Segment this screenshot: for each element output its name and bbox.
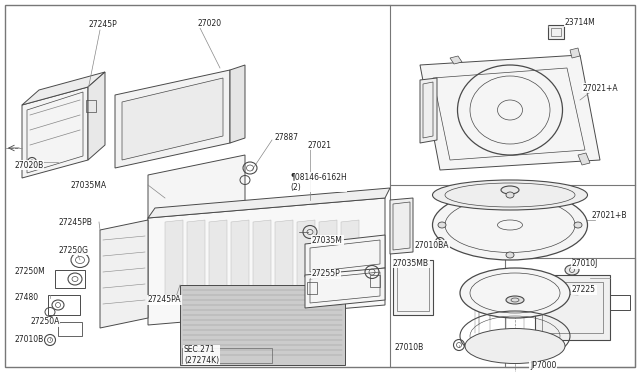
Polygon shape — [22, 87, 88, 178]
Ellipse shape — [438, 222, 446, 228]
Text: 23714M: 23714M — [565, 17, 596, 26]
Text: 27035M: 27035M — [312, 235, 343, 244]
Text: 27010J: 27010J — [572, 260, 598, 269]
Ellipse shape — [506, 296, 524, 304]
Text: ¶08146-6162H
(2): ¶08146-6162H (2) — [290, 172, 347, 192]
Polygon shape — [148, 155, 245, 225]
Bar — [551, 28, 561, 36]
Bar — [86, 100, 96, 112]
Text: 27021+B: 27021+B — [592, 211, 627, 219]
Bar — [307, 282, 317, 294]
Polygon shape — [305, 268, 385, 308]
Bar — [180, 285, 345, 365]
Text: 27245PA: 27245PA — [148, 295, 182, 305]
Text: 27225: 27225 — [572, 285, 596, 295]
Polygon shape — [420, 78, 437, 143]
Polygon shape — [100, 220, 148, 328]
Polygon shape — [230, 65, 245, 143]
Polygon shape — [187, 220, 205, 302]
Bar — [370, 275, 380, 287]
Polygon shape — [420, 55, 600, 170]
Ellipse shape — [506, 192, 514, 198]
Text: 27255P: 27255P — [312, 269, 340, 279]
Text: JP7000: JP7000 — [530, 362, 556, 371]
Polygon shape — [115, 70, 230, 168]
Bar — [505, 258, 635, 367]
Bar — [55, 270, 85, 288]
Polygon shape — [209, 220, 227, 302]
Bar — [535, 275, 610, 340]
Bar — [48, 295, 80, 315]
Ellipse shape — [433, 180, 588, 210]
Bar — [548, 25, 564, 39]
Bar — [542, 282, 603, 333]
Ellipse shape — [565, 265, 579, 275]
Polygon shape — [297, 220, 315, 302]
Polygon shape — [578, 153, 590, 165]
Text: 27021: 27021 — [308, 141, 332, 150]
Ellipse shape — [501, 186, 519, 194]
Text: 27010BA: 27010BA — [415, 241, 449, 250]
Text: 27020B: 27020B — [14, 160, 44, 170]
Text: SEC.271
(27274K): SEC.271 (27274K) — [184, 345, 219, 365]
Ellipse shape — [506, 252, 514, 258]
Bar — [397, 264, 429, 311]
Text: 27035MB: 27035MB — [393, 259, 429, 267]
Text: 27010B: 27010B — [14, 336, 44, 344]
Ellipse shape — [465, 328, 565, 363]
Polygon shape — [570, 48, 580, 58]
Ellipse shape — [433, 190, 588, 260]
Polygon shape — [450, 56, 462, 64]
Polygon shape — [22, 72, 105, 105]
Text: 27480: 27480 — [14, 294, 38, 302]
Ellipse shape — [574, 222, 582, 228]
Polygon shape — [88, 72, 105, 160]
Text: 27250M: 27250M — [14, 267, 45, 276]
Text: 27245P: 27245P — [88, 19, 116, 29]
Polygon shape — [165, 220, 183, 302]
Text: 27250A: 27250A — [30, 317, 60, 327]
Polygon shape — [148, 188, 390, 218]
Polygon shape — [341, 220, 359, 302]
Polygon shape — [319, 220, 337, 302]
Text: 27250G: 27250G — [58, 246, 88, 254]
Polygon shape — [122, 78, 223, 160]
Bar — [182, 348, 272, 363]
Text: 27887: 27887 — [275, 132, 299, 141]
Polygon shape — [253, 220, 271, 302]
Ellipse shape — [460, 268, 570, 318]
Text: 27035MA: 27035MA — [70, 180, 106, 189]
Polygon shape — [275, 220, 293, 302]
Bar — [58, 322, 82, 336]
Polygon shape — [305, 235, 385, 277]
Polygon shape — [148, 198, 385, 325]
Text: 27021+A: 27021+A — [583, 83, 619, 93]
Polygon shape — [390, 198, 413, 254]
Text: 27010B: 27010B — [395, 343, 424, 352]
Bar — [393, 260, 433, 315]
Text: 27245PB: 27245PB — [58, 218, 92, 227]
Text: 27020: 27020 — [198, 19, 222, 28]
Polygon shape — [231, 220, 249, 302]
Bar — [510, 295, 535, 310]
Bar — [610, 295, 630, 310]
